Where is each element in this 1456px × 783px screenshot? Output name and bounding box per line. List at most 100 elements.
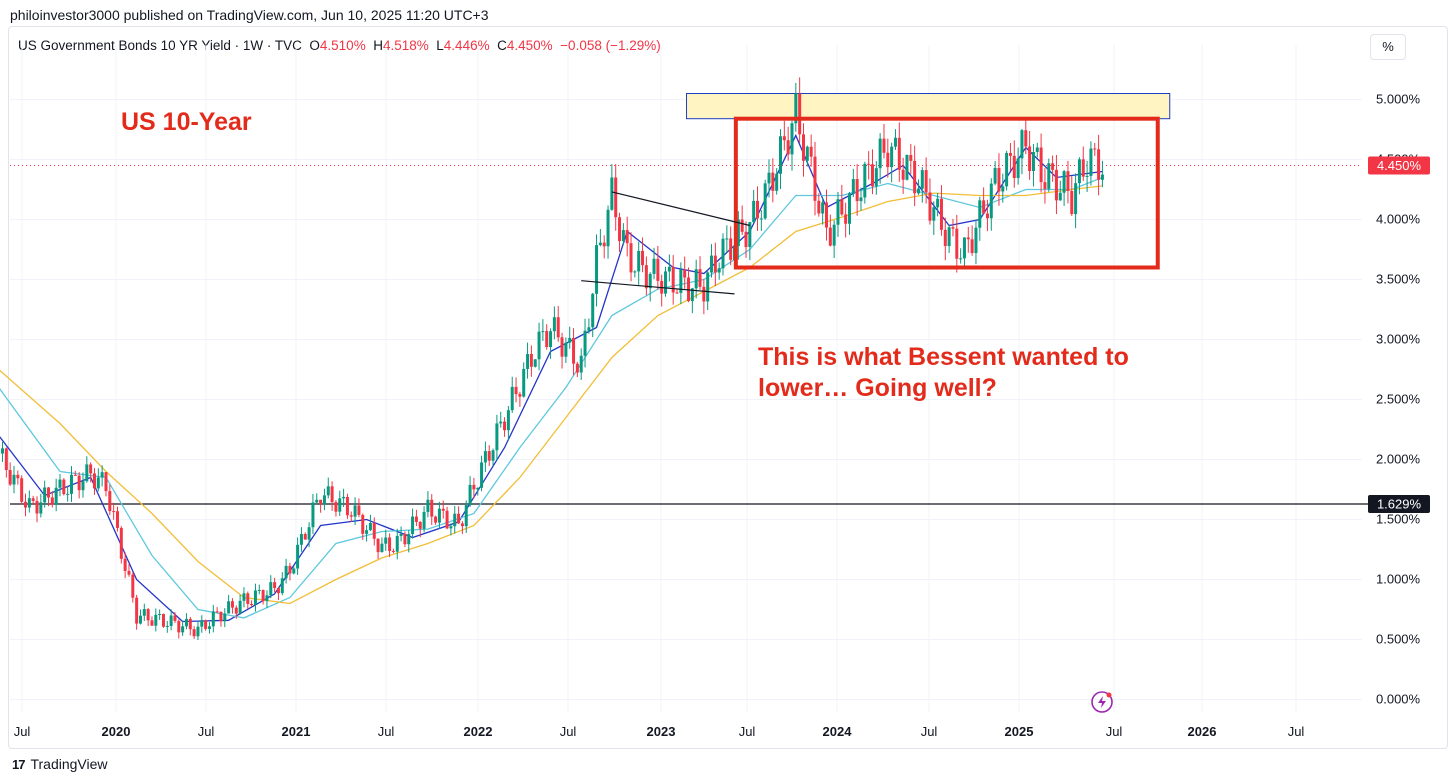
candle-body <box>77 475 81 491</box>
candle-body <box>181 626 185 633</box>
candle-body <box>560 337 564 357</box>
candle-body <box>66 493 70 495</box>
candle-body <box>679 269 683 293</box>
candle-body <box>706 272 710 302</box>
candle-body <box>556 317 560 338</box>
candle-body <box>637 250 641 272</box>
candle-body <box>790 123 794 155</box>
candle-body <box>411 516 415 535</box>
candle-body <box>112 511 116 513</box>
candle-body <box>46 487 50 498</box>
candle-body <box>893 137 897 147</box>
candle-body <box>564 342 568 357</box>
candle-body <box>338 498 342 512</box>
candle-body <box>265 595 269 602</box>
candle-body <box>579 355 583 373</box>
candle-body <box>441 508 445 511</box>
candle-body <box>575 363 579 373</box>
candle-body <box>483 451 487 463</box>
candle-body <box>246 593 250 604</box>
y-tick-label: 0.000% <box>1376 692 1421 707</box>
candle-body <box>690 288 694 302</box>
candle-body <box>20 478 24 502</box>
candle-body <box>100 472 104 478</box>
x-tick-label: Jul <box>1106 724 1123 739</box>
candle-body <box>368 522 372 531</box>
candle-body <box>832 224 836 246</box>
candle-body <box>476 487 480 490</box>
candle-body <box>1058 192 1062 201</box>
candle-body <box>104 472 108 492</box>
x-tick-label: 2022 <box>464 724 493 739</box>
tradingview-name: TradingView <box>30 756 108 772</box>
candle-body <box>62 479 66 495</box>
candle-body <box>135 597 139 624</box>
candle-body <box>165 625 169 627</box>
candle-body <box>73 474 77 476</box>
candle-body <box>1077 159 1081 184</box>
candle-body <box>518 394 522 397</box>
candle-body <box>1074 183 1078 215</box>
candle-body <box>468 484 472 506</box>
x-tick-label: Jul <box>739 724 756 739</box>
candle-body <box>698 269 702 287</box>
candle-body <box>1008 152 1012 156</box>
candle-body <box>652 258 656 274</box>
y-tick-label: 3.000% <box>1376 332 1421 347</box>
candle-body <box>779 136 782 174</box>
candle-body <box>230 601 234 608</box>
candle-body <box>978 200 982 228</box>
candle-body <box>92 473 96 489</box>
candle-body <box>763 183 767 219</box>
candle-body <box>824 202 828 228</box>
candle-body <box>721 238 725 269</box>
candle-body <box>384 537 388 544</box>
open-value: 4.510% <box>319 38 366 53</box>
candle-body <box>426 499 430 512</box>
candle-body <box>847 193 851 224</box>
candle-body <box>572 337 576 364</box>
candle-body <box>817 200 821 214</box>
lightning-icon-bolt <box>1098 696 1106 708</box>
candle-body <box>1039 147 1043 183</box>
candle-body <box>357 505 361 515</box>
candle-body <box>303 534 307 540</box>
percent-scale-button[interactable]: % <box>1370 34 1406 60</box>
y-tick-label: 2.500% <box>1376 392 1421 407</box>
candle-body <box>909 154 913 161</box>
candle-body <box>533 359 537 367</box>
trading-range-box <box>733 116 1160 270</box>
candle-body <box>407 534 411 545</box>
close-label: C <box>497 38 507 53</box>
candle-body <box>595 245 599 294</box>
candle-body <box>499 421 503 424</box>
candle-body <box>39 502 43 514</box>
candle-body <box>729 238 733 260</box>
candle-body <box>154 614 158 626</box>
candle-body <box>227 601 231 614</box>
candle-body <box>966 237 970 240</box>
candle-body <box>296 544 300 569</box>
candle-body <box>1081 159 1085 177</box>
candle-body <box>583 330 587 356</box>
candle-body <box>361 514 365 534</box>
candle-body <box>449 526 453 529</box>
candle-body <box>58 479 62 488</box>
candle-body <box>752 200 756 223</box>
candle-body <box>882 138 886 153</box>
candle-body <box>648 273 652 289</box>
candle-body <box>641 250 645 266</box>
candle-body <box>223 613 227 622</box>
candle-body <box>970 239 974 254</box>
candle-body <box>1051 163 1055 170</box>
candle-body <box>621 230 625 242</box>
candle-body <box>1031 152 1035 172</box>
candle-body <box>798 93 802 135</box>
candle-body <box>775 173 779 191</box>
ma-long-line <box>0 185 1103 605</box>
triangle-upper-trendline <box>611 191 750 227</box>
candle-body <box>702 286 706 302</box>
candle-body <box>506 410 510 431</box>
candle-body <box>138 615 142 624</box>
